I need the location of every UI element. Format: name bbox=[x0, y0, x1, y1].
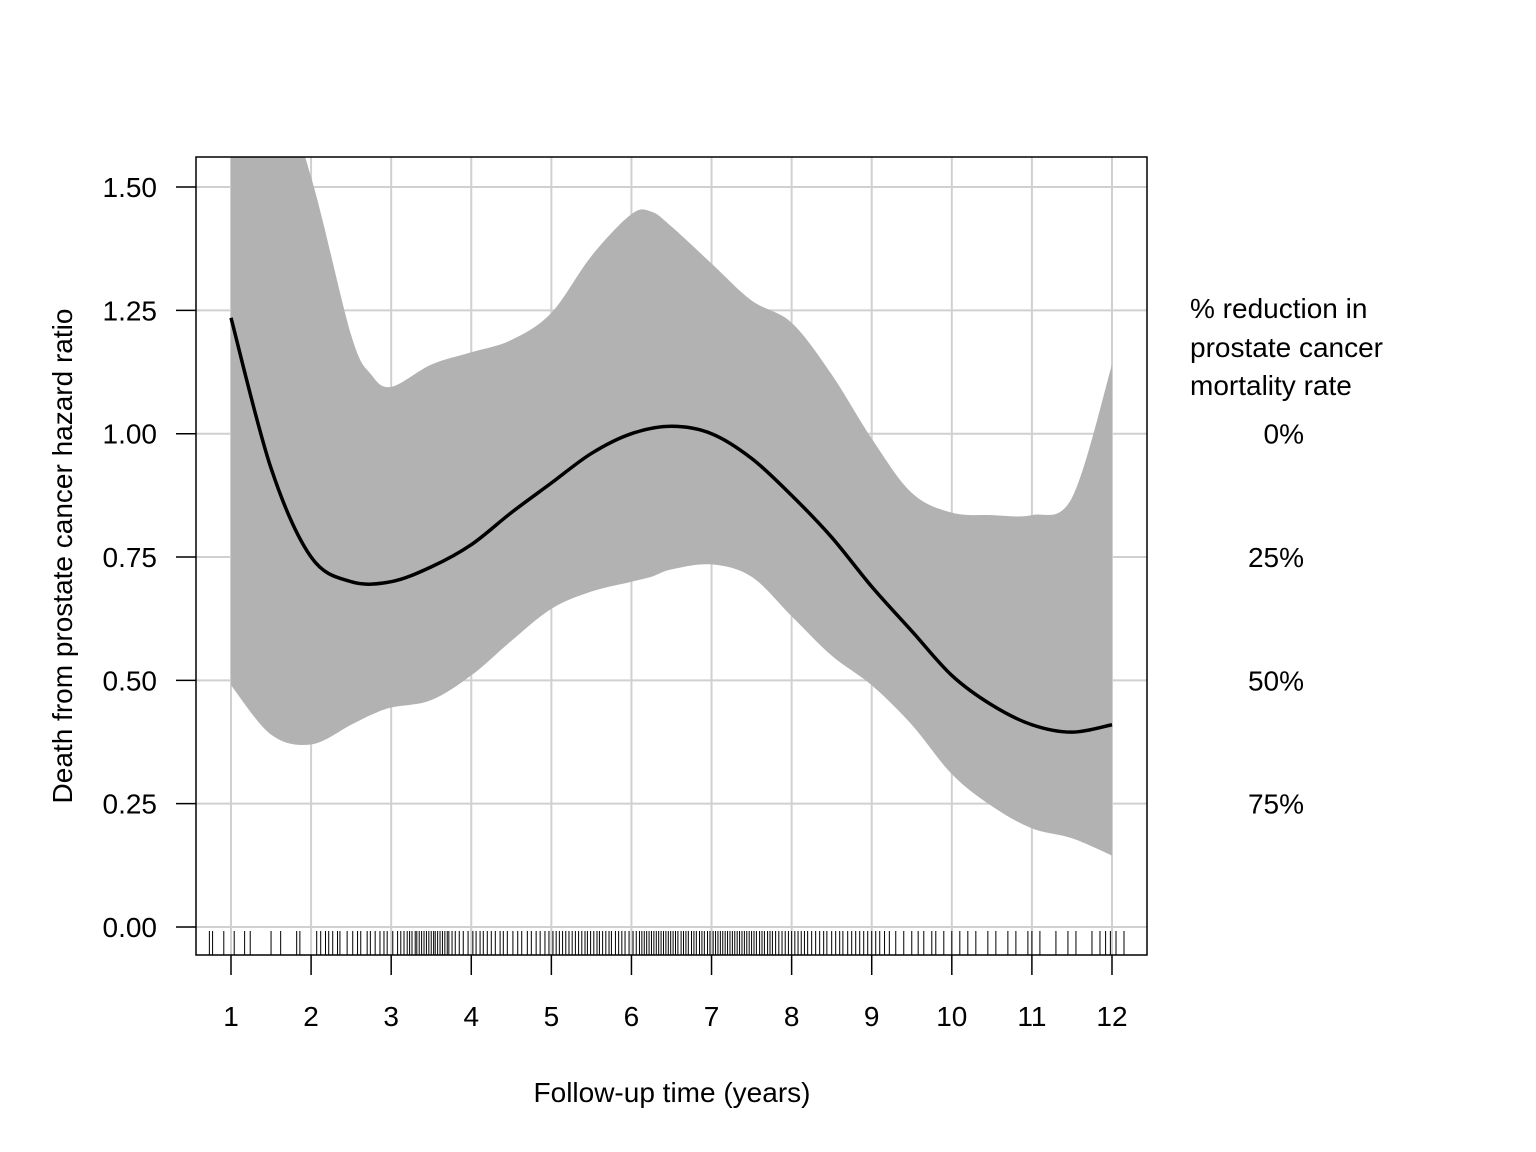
y-tick-label: 1.00 bbox=[103, 419, 158, 450]
x-tick-label: 3 bbox=[383, 1001, 399, 1032]
x-tick-label: 5 bbox=[544, 1001, 560, 1032]
x-tick-label: 11 bbox=[1017, 1001, 1046, 1032]
secondary-axis-label: 25% bbox=[1248, 542, 1304, 573]
plot-frame bbox=[195, 156, 1148, 956]
secondary-axis-labels: 0% 25% 50% 75% bbox=[1248, 419, 1304, 820]
y-tick-label: 1.50 bbox=[103, 172, 158, 203]
secondary-axis-label: 0% bbox=[1264, 419, 1304, 450]
secondary-title-line: % reduction in bbox=[1190, 293, 1367, 324]
hazard-ratio-curve bbox=[229, 317, 1113, 734]
x-tick-label: 4 bbox=[463, 1001, 479, 1032]
y-tick-label: 0.50 bbox=[103, 665, 158, 696]
secondary-title-line: prostate cancer bbox=[1190, 332, 1383, 363]
confidence-band bbox=[231, 157, 1112, 856]
secondary-title-line: mortality rate bbox=[1190, 370, 1352, 401]
x-tick-label: 2 bbox=[303, 1001, 319, 1032]
y-tick-label: 0.25 bbox=[103, 789, 158, 820]
secondary-axis-label: 50% bbox=[1248, 665, 1304, 696]
y-axis: 0.00 0.25 0.50 0.75 1.00 1.25 1.50 bbox=[103, 172, 196, 943]
y-tick-label: 1.25 bbox=[103, 295, 158, 326]
y-tick-label: 0.75 bbox=[103, 542, 158, 573]
x-tick-label: 10 bbox=[936, 1001, 967, 1032]
x-tick-label: 9 bbox=[864, 1001, 880, 1032]
x-tick-label: 7 bbox=[704, 1001, 720, 1032]
x-tick-label: 6 bbox=[624, 1001, 640, 1032]
x-tick-label: 8 bbox=[784, 1001, 800, 1032]
y-axis-label: Death from prostate cancer hazard ratio bbox=[47, 309, 78, 804]
secondary-axis-title: % reduction in prostate cancer mortality… bbox=[1190, 293, 1383, 401]
y-tick-label: 0.00 bbox=[103, 912, 158, 943]
rug-marks bbox=[208, 931, 1125, 955]
secondary-axis-label: 75% bbox=[1248, 789, 1304, 820]
x-tick-label: 12 bbox=[1096, 1001, 1127, 1032]
x-axis-label: Follow-up time (years) bbox=[534, 1077, 811, 1108]
x-tick-label: 1 bbox=[223, 1001, 239, 1032]
x-axis: 1 2 3 4 5 6 7 8 9 10 11 12 bbox=[223, 955, 1128, 1032]
